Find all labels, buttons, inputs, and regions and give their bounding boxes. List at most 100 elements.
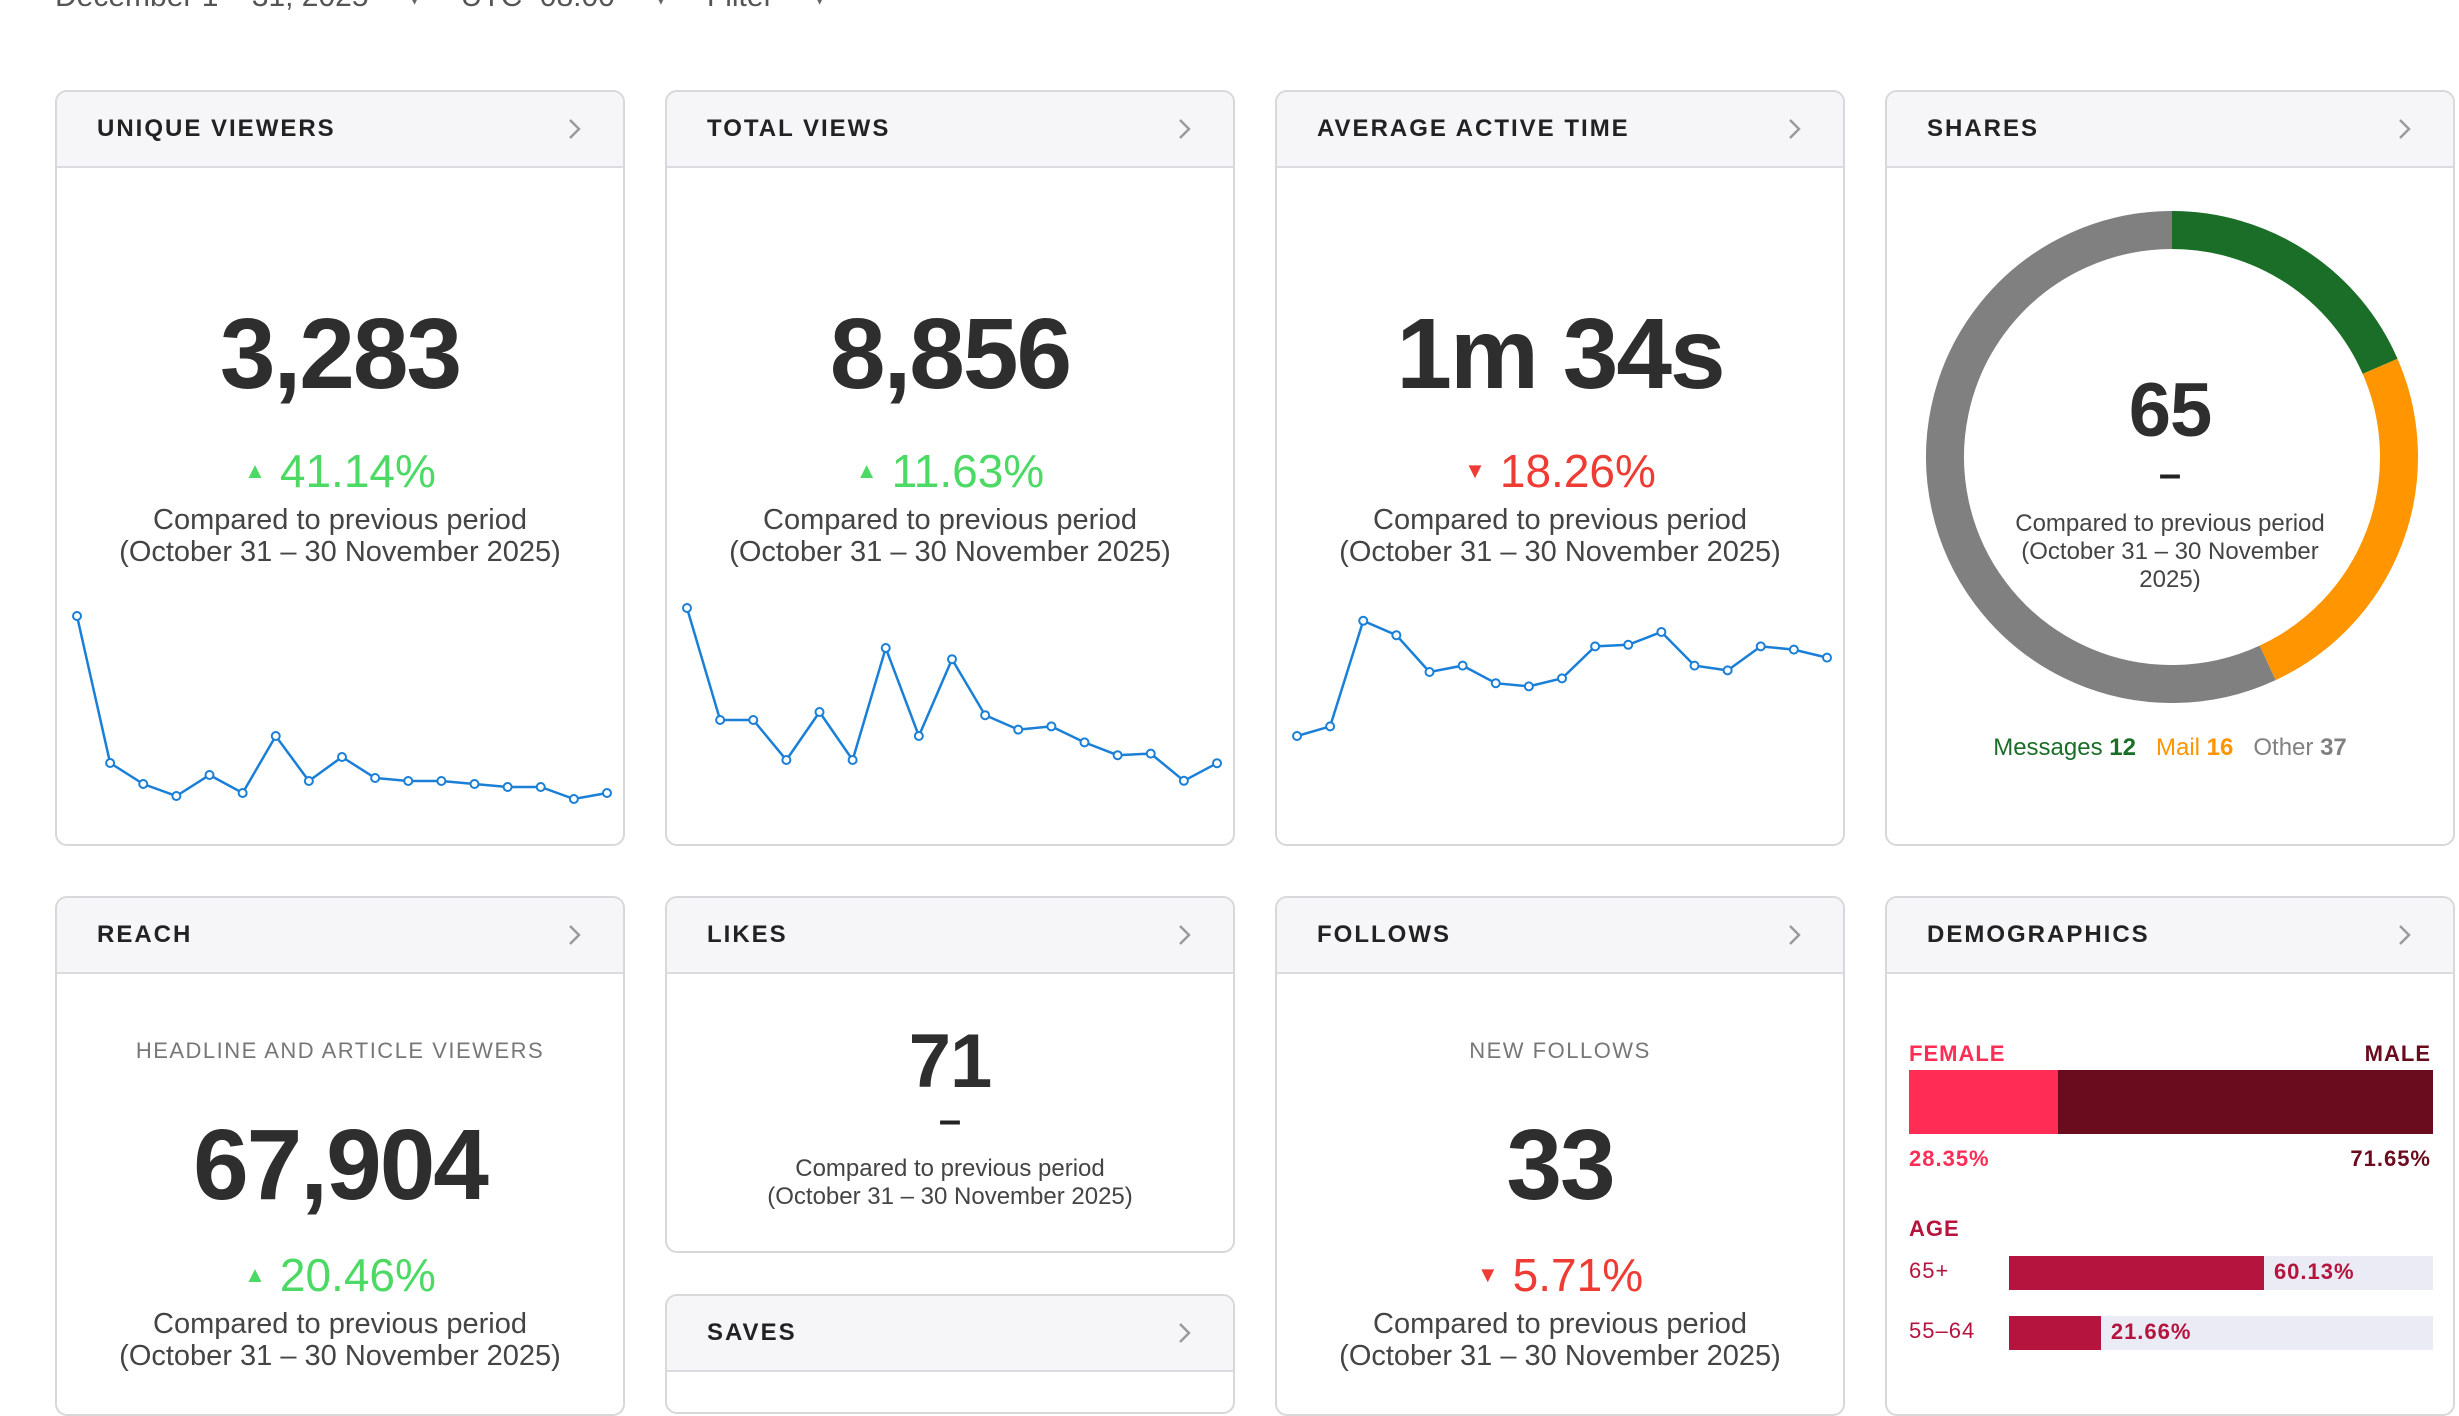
likes-header[interactable]: LIKES (667, 898, 1233, 974)
demographics-header[interactable]: DEMOGRAPHICS (1887, 898, 2453, 974)
legend-mail: Mail 16 (2156, 734, 2233, 762)
change-indicator: ▲ 20.46% (57, 1248, 623, 1302)
sparkline-point (502, 782, 513, 792)
male-label: MALE (2364, 1041, 2431, 1066)
sparkline-point (980, 710, 991, 721)
donut-slice-other (1926, 211, 2276, 703)
triangle-down-icon: ▼ (1464, 458, 1486, 483)
sparkline-point (1557, 673, 1567, 684)
chevron-right-icon[interactable] (2391, 116, 2417, 142)
sparkline-point (1145, 748, 1156, 759)
comparison-period: (October 31 – 30 November 2025) (1339, 1340, 1781, 1372)
sparkline-point (1822, 652, 1832, 663)
donut-slice-messages (2171, 211, 2398, 375)
change-value: 5.71% (1512, 1249, 1644, 1301)
sparkline-point (72, 611, 82, 621)
female-percentage: 28.35% (1909, 1146, 1990, 1171)
card-title: TOTAL VIEWS (707, 115, 891, 142)
chevron-down-icon: ▾ (655, 0, 667, 12)
comparison-line: Compared to previous period (795, 1155, 1105, 1182)
sparkline-point (171, 791, 182, 801)
sparkline-point (682, 603, 692, 613)
comparison-text: Compared to previous period (October 31 … (667, 504, 1233, 568)
card-title: UNIQUE VIEWERS (97, 115, 336, 142)
sparkline-chart (682, 603, 1222, 786)
follows-card: FOLLOWS NEW FOLLOWS 33 ▼ 5.71% Compared … (1275, 896, 1845, 1416)
chevron-right-icon[interactable] (1781, 116, 1807, 142)
comparison-text: Compared to previous period (October 31 … (1277, 1308, 1843, 1372)
saves-header[interactable]: SAVES (667, 1296, 1233, 1372)
legend-value: 16 (2206, 734, 2234, 761)
sparkline-point (1590, 641, 1601, 652)
change-indicator: ▲ 11.63% (667, 444, 1233, 498)
sparkline-point (1689, 660, 1700, 671)
comparison-text: Compared to previous period (October 31 … (57, 504, 623, 568)
sparkline-point (1046, 721, 1057, 732)
unique-viewers-card: UNIQUE VIEWERS 3,283 ▲ 41.14% Compared t… (55, 90, 625, 846)
metric-value: 1m 34s (1396, 298, 1725, 410)
reach-header[interactable]: REACH (57, 898, 623, 974)
average-active-time-header[interactable]: AVERAGE ACTIVE TIME (1277, 92, 1843, 168)
change-value: 20.46% (279, 1249, 436, 1301)
chevron-right-icon[interactable] (1171, 922, 1197, 948)
sparkline-point (303, 776, 314, 786)
sparkline-point (847, 755, 858, 765)
chevron-right-icon[interactable] (1781, 922, 1807, 948)
follows-header[interactable]: FOLLOWS (1277, 898, 1843, 974)
chevron-down-icon: ▾ (814, 0, 826, 12)
unique-viewers-header[interactable]: UNIQUE VIEWERS (57, 92, 623, 168)
sparkline-point (270, 731, 281, 741)
donut-slice-mail (2259, 358, 2418, 681)
sparkline-point (370, 773, 381, 783)
legend-messages: Messages 12 (1993, 734, 2136, 762)
sparkline-point (436, 776, 447, 786)
card-title: LIKES (707, 921, 788, 948)
shares-header[interactable]: SHARES (1887, 92, 2453, 168)
sparkline-point (403, 776, 414, 786)
age-bar-fill (2009, 1316, 2101, 1350)
sparkline-series-line (75, 615, 608, 801)
total-views-header[interactable]: TOTAL VIEWS (667, 92, 1233, 168)
comparison-line: Compared to previous period (153, 504, 527, 536)
chevron-right-icon[interactable] (561, 116, 587, 142)
demographics-card: DEMOGRAPHICS FEMALE MALE 28.35% 71.65% A… (1885, 896, 2455, 1416)
card-title: SHARES (1927, 115, 2040, 142)
triangle-up-icon: ▲ (855, 458, 878, 483)
sparkline-point (947, 654, 957, 665)
change-indicator: ▼ 5.71% (1277, 1248, 1843, 1302)
comparison-text: Compared to previous period (October 31 … (1277, 504, 1843, 568)
sparkline-point (913, 731, 924, 741)
sparkline-point (1212, 758, 1222, 769)
sparkline-point (138, 779, 149, 789)
no-change-dash: – (938, 1098, 962, 1142)
sparkline-point (237, 788, 248, 798)
sparkline-point (1457, 660, 1468, 671)
sparkline-point (1391, 630, 1402, 641)
sparkline-point (748, 715, 759, 725)
age-group-label: 65+ (1909, 1258, 1950, 1283)
no-change-dash: – (2158, 452, 2182, 496)
chevron-right-icon[interactable] (1171, 116, 1197, 142)
age-group-label: 55–64 (1909, 1318, 1976, 1343)
sparkline-point (1788, 644, 1799, 655)
chevron-right-icon[interactable] (2391, 922, 2417, 948)
sparkline-point (105, 758, 116, 768)
change-indicator: ▲ 41.14% (57, 444, 623, 498)
comparison-line: Compared to previous period (153, 1308, 527, 1340)
change-indicator: ▼ 18.26% (1277, 444, 1843, 498)
female-label: FEMALE (1909, 1041, 2006, 1066)
metric-value: 8,856 (829, 298, 1072, 410)
sparkline-point (204, 770, 215, 780)
filter-button[interactable]: Filter (707, 0, 774, 14)
sparkline-point (1079, 737, 1090, 748)
gender-split-bar (1909, 1070, 2433, 1134)
sparkline-point (1523, 681, 1534, 692)
age-group-percentage: 21.66% (2110, 1319, 2192, 1344)
date-range-selector[interactable]: December 1 – 31, 2025 (55, 0, 369, 14)
chevron-right-icon[interactable] (561, 922, 587, 948)
chevron-right-icon[interactable] (1171, 1320, 1197, 1346)
card-title: DEMOGRAPHICS (1927, 921, 2150, 948)
sparkline-point (880, 643, 891, 653)
comparison-line: Compared to previous period (1373, 504, 1747, 536)
timezone-selector[interactable]: UTC−08:00 (461, 0, 615, 14)
